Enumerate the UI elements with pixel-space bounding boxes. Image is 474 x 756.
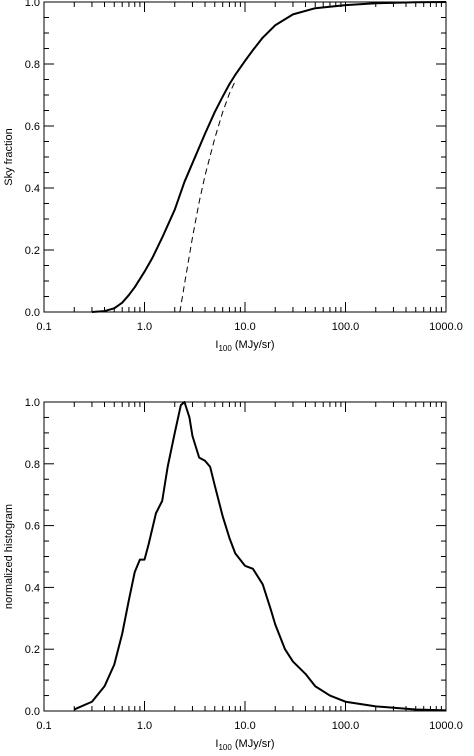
x-tick-label: 10.0 <box>234 720 255 732</box>
y-axis-label: Sky fraction <box>3 128 15 185</box>
y-tick-label: 0.4 <box>25 582 40 594</box>
y-tick-label: 1.0 <box>25 0 40 9</box>
solid-series-line <box>73 401 447 712</box>
y-tick-label: 0.2 <box>25 644 40 656</box>
y-tick-label: 0.8 <box>25 459 40 471</box>
x-axis-label: I100 (MJy/sr) <box>215 738 274 752</box>
x-tick-label: 100.0 <box>332 321 360 333</box>
y-tick-label: 0.2 <box>25 245 40 257</box>
x-tick-label: 0.1 <box>36 720 51 732</box>
plot-frame <box>43 1 447 313</box>
y-tick-label: 0.4 <box>25 183 40 195</box>
dashed-series-line <box>179 80 236 313</box>
y-axis-label: normalized histogram <box>3 504 15 609</box>
y-tick-label: 0.0 <box>25 706 40 718</box>
y-tick-label: 0.6 <box>25 521 40 533</box>
solid-series-line <box>91 1 447 313</box>
x-tick-label: 1000.0 <box>429 720 463 732</box>
y-tick-label: 0.6 <box>25 121 40 133</box>
x-tick-label: 0.1 <box>36 321 51 333</box>
x-tick-label: 1.0 <box>137 321 152 333</box>
chart-panel-2: 0.1 1.0 10.0 100.0 1000.0 0.0 0.2 0.4 0.6 0.8 1.0 I… <box>3 397 463 752</box>
chart-panel-1: 0.1 1.0 10.0 100.0 1000.0 0.0 0.2 0.4 0.6 0.8 1.0 I… <box>3 0 463 353</box>
y-tick-label: 0.0 <box>25 307 40 319</box>
x-tick-label: 1000.0 <box>429 321 463 333</box>
plot-frame <box>43 401 447 712</box>
x-axis-label: I100 (MJy/sr) <box>215 339 274 353</box>
x-tick-label: 10.0 <box>234 321 255 333</box>
x-tick-label: 1.0 <box>137 720 152 732</box>
y-tick-label: 0.8 <box>25 59 40 71</box>
x-tick-label: 100.0 <box>332 720 360 732</box>
y-tick-label: 1.0 <box>25 397 40 409</box>
